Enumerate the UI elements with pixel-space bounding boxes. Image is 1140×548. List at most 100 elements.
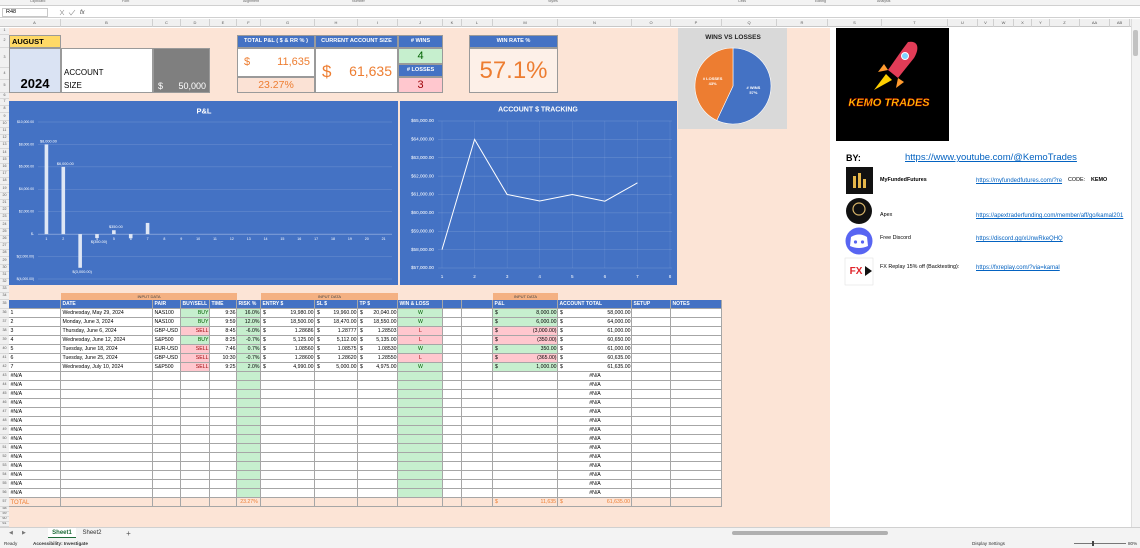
table-cell xyxy=(61,336,153,345)
table-cell xyxy=(671,372,722,381)
currency: $ xyxy=(495,327,498,334)
table-cell xyxy=(443,471,462,480)
name-box[interactable]: R48 xyxy=(2,8,48,17)
table-cell xyxy=(398,300,443,309)
table-cell xyxy=(493,498,558,507)
sponsor-link[interactable]: https://fxreplay.com/?via=kamal xyxy=(976,265,1060,271)
table-cell xyxy=(9,453,61,462)
row-id: #N/A xyxy=(10,462,23,469)
table-cell xyxy=(671,354,722,363)
horizontal-scroll-thumb[interactable] xyxy=(732,531,888,535)
table-value: 8:25 xyxy=(225,336,236,343)
column-header-bar xyxy=(0,19,1131,27)
status-display[interactable]: Display Settings xyxy=(972,541,1005,547)
table-cell xyxy=(358,498,398,507)
add-sheet[interactable]: + xyxy=(126,529,131,538)
vertical-scrollbar[interactable] xyxy=(1131,19,1140,527)
table-cell xyxy=(671,336,722,345)
year: 2024 xyxy=(9,48,61,93)
account-total: #N/A xyxy=(589,471,601,478)
table-cell xyxy=(210,363,237,372)
fxreplay-icon xyxy=(844,257,874,286)
table-cell xyxy=(632,372,671,381)
table-cell xyxy=(237,462,261,471)
zoom-thumb[interactable] xyxy=(1092,541,1094,546)
sponsor-name: Free Discord xyxy=(880,235,911,242)
table-cell xyxy=(493,372,558,381)
table-cell xyxy=(493,318,558,327)
table-cell xyxy=(462,462,493,471)
next-sheet[interactable]: ▶ xyxy=(22,530,26,536)
sheet-tab[interactable]: Sheet1 xyxy=(48,528,76,538)
table-cell xyxy=(443,345,462,354)
table-cell xyxy=(462,318,493,327)
row-header: 1 xyxy=(0,28,9,35)
table-cell xyxy=(671,408,722,417)
table-cell xyxy=(237,417,261,426)
table-value: 7 xyxy=(10,363,14,370)
table-cell xyxy=(443,309,462,318)
table-cell xyxy=(558,453,632,462)
table-cell xyxy=(237,408,261,417)
logo-background xyxy=(836,28,949,141)
sponsor-link[interactable]: https://myfundedfutures.com/?re xyxy=(976,178,1063,184)
table-cell xyxy=(153,345,181,354)
table-cell xyxy=(210,417,237,426)
column-title: TP $ xyxy=(359,301,370,307)
sponsor-link[interactable]: https://discord.gg/xUnwRkeQHQ xyxy=(976,236,1063,242)
youtube-link[interactable]: https://www.youtube.com/@KemoTrades xyxy=(905,152,1077,164)
row-id: #N/A xyxy=(10,480,23,487)
table-cell xyxy=(558,390,632,399)
fx-button[interactable]: fx xyxy=(80,9,85,16)
table-cell xyxy=(210,345,237,354)
table-cell xyxy=(671,498,722,507)
table-cell xyxy=(9,363,61,372)
table-cell xyxy=(462,408,493,417)
table-value: 16.0% xyxy=(244,309,260,316)
table-cell xyxy=(398,390,443,399)
table-cell xyxy=(398,480,443,489)
column-header: Q xyxy=(722,19,777,27)
status-accessibility[interactable]: Accessibility: Investigate xyxy=(33,541,88,547)
status-zoom[interactable]: 80% xyxy=(1128,541,1138,547)
table-cell xyxy=(358,300,398,309)
table-cell xyxy=(210,336,237,345)
table-cell xyxy=(261,390,315,399)
currency: $ xyxy=(360,309,363,316)
row-header: 4 xyxy=(0,68,9,80)
table-cell xyxy=(358,327,398,336)
sponsor-link[interactable]: https://apextraderfunding.com/member/aff… xyxy=(976,213,1124,219)
table-value: 4,990.00 xyxy=(293,363,314,370)
prev-sheet[interactable]: ◀ xyxy=(9,530,13,536)
table-cell xyxy=(443,372,462,381)
section-label: INPUT DATA xyxy=(61,293,237,300)
table-cell xyxy=(153,318,181,327)
table-cell xyxy=(61,363,153,372)
table-value: 1.28550 xyxy=(377,354,397,361)
table-cell xyxy=(237,480,261,489)
table-cell xyxy=(181,300,210,309)
scroll-thumb[interactable] xyxy=(1133,30,1138,56)
table-cell xyxy=(493,390,558,399)
row-header: 35 xyxy=(0,300,9,309)
table-cell xyxy=(237,498,261,507)
table-cell xyxy=(315,408,358,417)
formula-bar xyxy=(0,7,1140,18)
table-value: Wednesday, July 10, 2024 xyxy=(62,363,124,370)
table-value: L xyxy=(419,354,422,361)
sheet-tab[interactable]: Sheet2 xyxy=(82,530,102,536)
table-value: 10:30 xyxy=(222,354,236,361)
zoom-slider[interactable] xyxy=(1074,543,1126,544)
currency: $ xyxy=(317,318,320,325)
row-header: 19 xyxy=(0,185,9,193)
ribbon xyxy=(0,0,1140,6)
table-cell xyxy=(358,372,398,381)
account-size-label: ACCOUNT SIZE xyxy=(61,48,153,93)
table-cell xyxy=(632,462,671,471)
table-value: Wednesday, June 12, 2024 xyxy=(62,336,126,343)
table-cell xyxy=(632,399,671,408)
table-cell xyxy=(61,309,153,318)
table-cell xyxy=(210,498,237,507)
table-cell xyxy=(398,345,443,354)
table-cell xyxy=(632,444,671,453)
